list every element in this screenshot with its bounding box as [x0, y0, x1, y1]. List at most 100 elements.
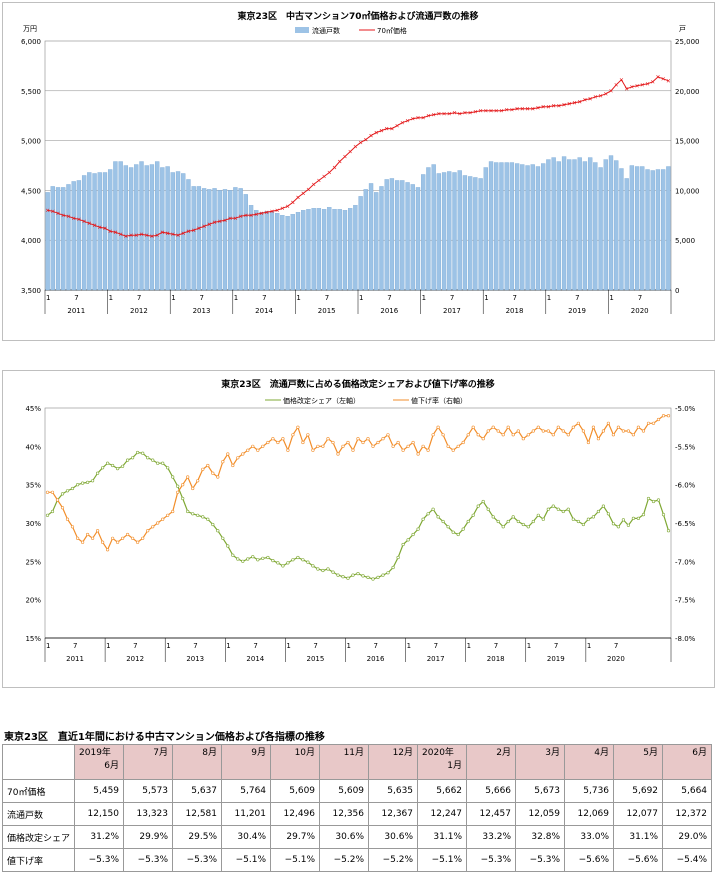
right-tick-label: 0 — [675, 287, 679, 295]
price-point — [285, 204, 290, 209]
rate-point — [110, 536, 115, 540]
price-point — [437, 111, 441, 116]
share-point — [226, 544, 230, 548]
header-year: 2019年 — [79, 748, 111, 758]
listings-bar — [301, 210, 306, 291]
listings-bar — [181, 173, 186, 291]
price-point — [478, 109, 483, 113]
price-point — [259, 211, 264, 216]
left-tick-label: 45% — [25, 405, 41, 413]
price-point — [567, 102, 571, 106]
table-cell: 29.5% — [172, 825, 223, 849]
share-point — [411, 532, 415, 537]
share-point — [161, 461, 165, 465]
rate-point — [311, 448, 315, 452]
share-point — [416, 527, 420, 531]
table-cell: −5.1% — [417, 848, 468, 872]
listings-bar — [405, 182, 410, 291]
month-tick-label: 7 — [494, 642, 498, 650]
rate-point — [125, 532, 130, 537]
price-point — [447, 111, 452, 116]
price-point — [666, 79, 671, 83]
listings-bar — [238, 188, 243, 291]
share-point — [316, 567, 320, 571]
price-point — [651, 80, 655, 84]
share-point — [296, 555, 300, 560]
left-tick-label: 20% — [25, 597, 41, 605]
price-point — [280, 206, 285, 211]
month-tick-label: 7 — [614, 642, 618, 650]
rate-point — [441, 433, 445, 437]
rate-point — [226, 452, 230, 456]
listings-bar — [431, 164, 436, 291]
rate-point — [356, 437, 360, 441]
listings-bar — [509, 162, 515, 291]
price-point — [463, 110, 467, 115]
price-point — [384, 126, 389, 131]
price-point — [238, 214, 243, 219]
listings-bar — [410, 184, 415, 291]
rate-point — [291, 433, 295, 437]
share-point — [551, 504, 555, 508]
listings-bar — [525, 165, 530, 291]
rate-point — [466, 433, 470, 437]
share-point — [100, 466, 105, 470]
rate-point — [196, 479, 200, 483]
month-tick-label: 7 — [554, 642, 558, 650]
share-point — [166, 466, 170, 470]
rate-point — [151, 525, 155, 529]
rate-point — [55, 498, 60, 502]
listings-bar — [582, 161, 588, 291]
table-header-cell: 5月 — [613, 744, 664, 780]
table-cell: 5,637 — [172, 779, 223, 803]
table-cell: −5.2% — [319, 848, 370, 872]
share-line — [47, 451, 670, 580]
price-point — [124, 234, 128, 238]
share-point — [381, 573, 385, 577]
table-cell: 5,692 — [613, 779, 664, 803]
listings-bar — [254, 210, 259, 291]
rate-point — [241, 452, 245, 456]
rate-point — [141, 536, 145, 540]
listings-bar — [248, 205, 254, 291]
table-cell: 29.0% — [662, 825, 713, 849]
month-tick-label: 7 — [325, 294, 329, 302]
listings-bar — [113, 161, 118, 291]
table-cell: 12,356 — [319, 802, 370, 826]
listings-bar — [415, 187, 421, 291]
share-point — [95, 471, 100, 475]
rate-point — [551, 433, 555, 437]
share-point — [321, 568, 325, 573]
share-point — [491, 515, 495, 519]
share-point — [171, 475, 175, 479]
rate-point — [656, 417, 661, 422]
rate-point — [95, 529, 100, 533]
price-point — [176, 233, 180, 237]
share-point — [131, 456, 135, 460]
listings-bar — [603, 159, 608, 291]
listings-bar — [567, 159, 572, 291]
rate-point — [351, 448, 355, 452]
price-point — [327, 170, 332, 175]
table-cell: −5.3% — [172, 848, 223, 872]
month-tick-label: 1 — [234, 294, 238, 302]
share-point — [446, 525, 450, 529]
year-tick-label: 2013 — [193, 307, 211, 315]
rate-point — [436, 425, 440, 429]
rate-point — [70, 525, 75, 529]
listings-bar — [306, 209, 311, 291]
rate-point — [426, 448, 430, 452]
listings-bar — [655, 169, 661, 291]
listings-bar — [61, 187, 66, 291]
table-cell: −5.4% — [662, 848, 713, 872]
chart2-legend: 価格改定シェア（左軸） 値下げ率（右軸） — [265, 396, 467, 405]
share-point — [496, 519, 500, 524]
share-point — [301, 558, 305, 562]
share-point — [611, 522, 616, 526]
year-tick-label: 2012 — [126, 655, 144, 663]
share-point — [196, 513, 200, 517]
year-tick-label: 2015 — [307, 655, 325, 663]
rate-point — [401, 448, 405, 452]
listings-bar — [212, 188, 217, 291]
share-point — [506, 519, 510, 524]
